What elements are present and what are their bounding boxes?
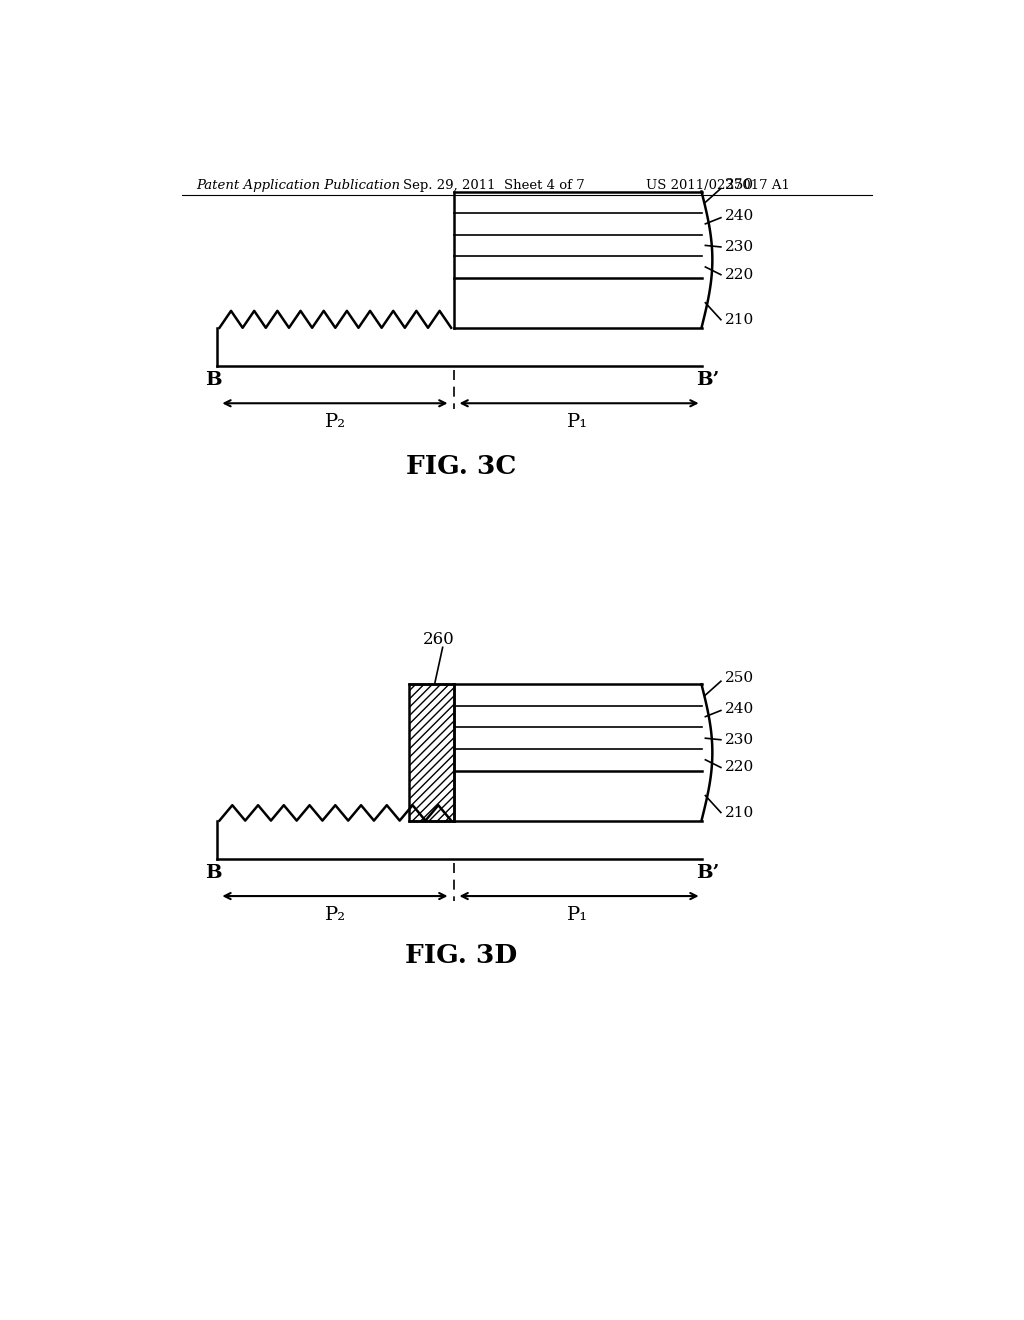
Text: 220: 220 bbox=[725, 268, 754, 281]
Text: Patent Application Publication: Patent Application Publication bbox=[197, 180, 400, 193]
Bar bbox=[409, 684, 454, 821]
Text: 250: 250 bbox=[725, 671, 754, 685]
Text: B’: B’ bbox=[696, 865, 720, 882]
Text: B’: B’ bbox=[696, 371, 720, 389]
Text: P₂: P₂ bbox=[325, 413, 346, 430]
Text: 250: 250 bbox=[725, 178, 754, 193]
Text: 220: 220 bbox=[725, 760, 754, 775]
Text: Sep. 29, 2011  Sheet 4 of 7: Sep. 29, 2011 Sheet 4 of 7 bbox=[403, 180, 585, 193]
Text: 210: 210 bbox=[725, 805, 754, 820]
Text: 210: 210 bbox=[725, 313, 754, 327]
Text: US 2011/0237017 A1: US 2011/0237017 A1 bbox=[646, 180, 790, 193]
Text: P₁: P₁ bbox=[567, 906, 588, 924]
Text: 230: 230 bbox=[725, 733, 754, 747]
Text: 240: 240 bbox=[725, 209, 754, 223]
Text: P₁: P₁ bbox=[567, 413, 588, 430]
Text: 240: 240 bbox=[725, 702, 754, 715]
Text: 230: 230 bbox=[725, 240, 754, 253]
Text: FIG. 3C: FIG. 3C bbox=[407, 454, 516, 479]
Text: P₂: P₂ bbox=[325, 906, 346, 924]
Text: FIG. 3D: FIG. 3D bbox=[406, 942, 517, 968]
Text: 260: 260 bbox=[423, 631, 455, 648]
Text: B: B bbox=[205, 865, 221, 882]
Text: B: B bbox=[205, 371, 221, 389]
